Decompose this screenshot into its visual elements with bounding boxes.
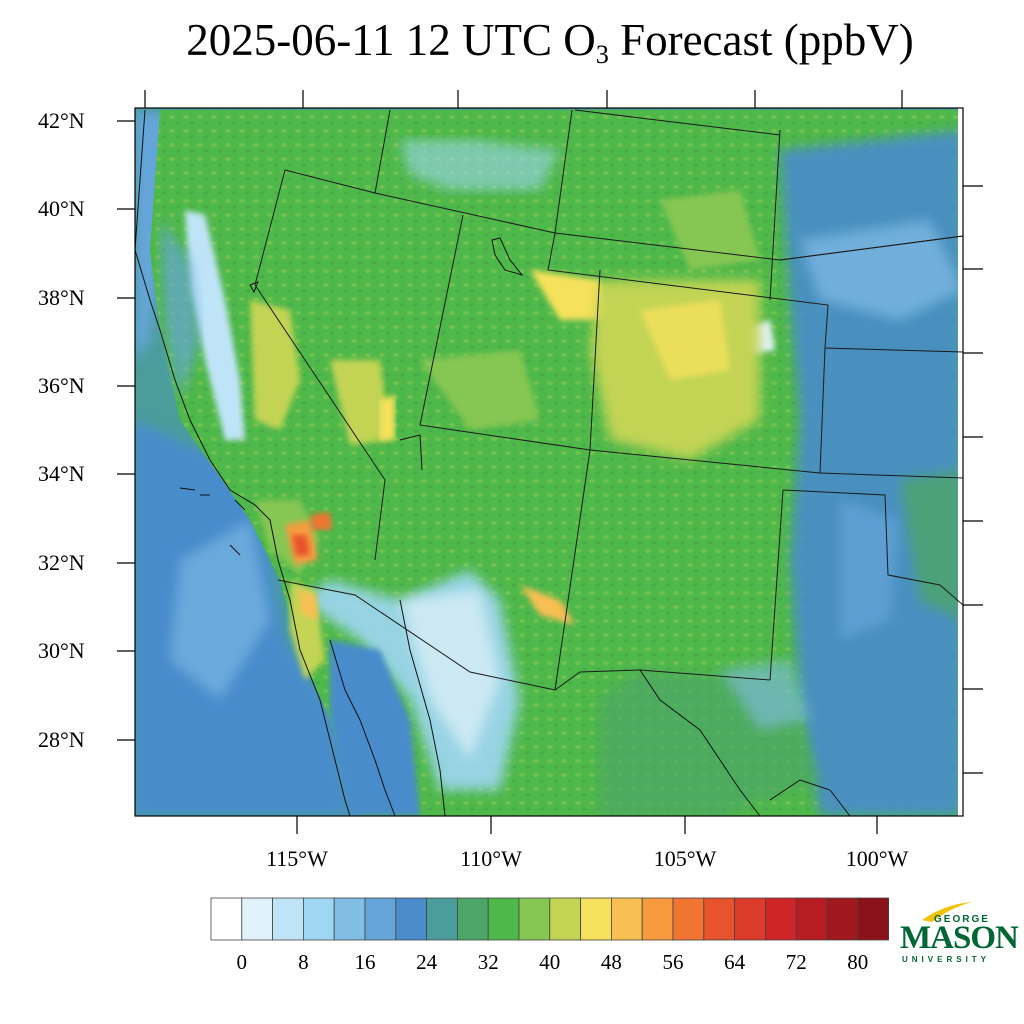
- colorbar-swatch: [765, 897, 797, 941]
- colorbar-swatch: [272, 897, 304, 941]
- lat-label-40n: 40°N: [38, 196, 85, 221]
- ozone-field: [135, 108, 963, 816]
- logo-george: GEORGE: [934, 914, 990, 925]
- colorbar-swatch: [857, 897, 889, 941]
- lat-label-38n: 38°N: [38, 285, 85, 310]
- logo-swoosh-icon: [922, 902, 972, 922]
- colorbar-swatch: [426, 897, 458, 941]
- state-boundaries: [254, 109, 964, 691]
- colorbar-tick-label: 32: [477, 950, 499, 974]
- colorbar-swatch: [703, 897, 735, 941]
- axis-ticks: [117, 90, 983, 834]
- colorbar-swatch: [580, 897, 612, 941]
- colorbar-swatch: [395, 897, 428, 941]
- colorbar-swatch: [610, 897, 643, 941]
- colorbar-swatch: [487, 897, 520, 941]
- colorbar-swatch: [826, 897, 859, 941]
- colorbar: [210, 897, 889, 941]
- lon-label-115w: 115°W: [266, 846, 328, 871]
- colorbar-tick-label: 72: [785, 950, 807, 974]
- coastlines: [134, 109, 851, 817]
- lat-label-36n: 36°N: [38, 373, 85, 398]
- colorbar-swatch: [641, 897, 674, 941]
- colorbar-tick-label: 80: [847, 950, 869, 974]
- colorbar-swatch: [364, 897, 397, 941]
- colorbar-tick-label: 8: [298, 950, 309, 974]
- colorbar-swatch: [734, 897, 766, 941]
- logo-mason: MASON: [900, 920, 1019, 956]
- colorbar-tick-label: 64: [724, 950, 746, 974]
- colorbar-swatch: [549, 897, 581, 941]
- colorbar-swatch: [795, 897, 828, 941]
- colorbar-tick-label: 40: [539, 950, 561, 974]
- colorbar-swatch: [672, 897, 705, 941]
- colorbar-swatch: [303, 897, 335, 941]
- colorbar-tick-label: 24: [416, 950, 438, 974]
- gmu-logo: GEORGE MASON UNIVERSITY: [898, 900, 1019, 970]
- colorbar-swatch: [456, 897, 489, 941]
- lon-label-110w: 110°W: [460, 846, 522, 871]
- lat-label-42n: 42°N: [38, 108, 85, 133]
- colorbar-swatch: [210, 897, 243, 941]
- lat-label-28n: 28°N: [38, 727, 85, 752]
- lon-label-100w: 100°W: [845, 846, 909, 871]
- map-title: 2025-06-11 12 UTC O3 Forecast (ppbV): [186, 15, 914, 69]
- lon-label-105w: 105°W: [653, 846, 717, 871]
- colorbar-tick-label: 56: [662, 950, 684, 974]
- colorbar-tick-label: 48: [600, 950, 622, 974]
- colorbar-swatch: [241, 897, 273, 941]
- colorbar-swatch: [518, 897, 551, 941]
- lat-label-30n: 30°N: [38, 638, 85, 663]
- colorbar-swatch: [333, 897, 366, 941]
- colorbar-tick-label: 16: [354, 950, 376, 974]
- logo-university: UNIVERSITY: [902, 955, 991, 964]
- colorbar-tick-label: 0: [236, 950, 248, 974]
- lat-label-34n: 34°N: [38, 461, 85, 486]
- lat-label-32n: 32°N: [38, 550, 85, 575]
